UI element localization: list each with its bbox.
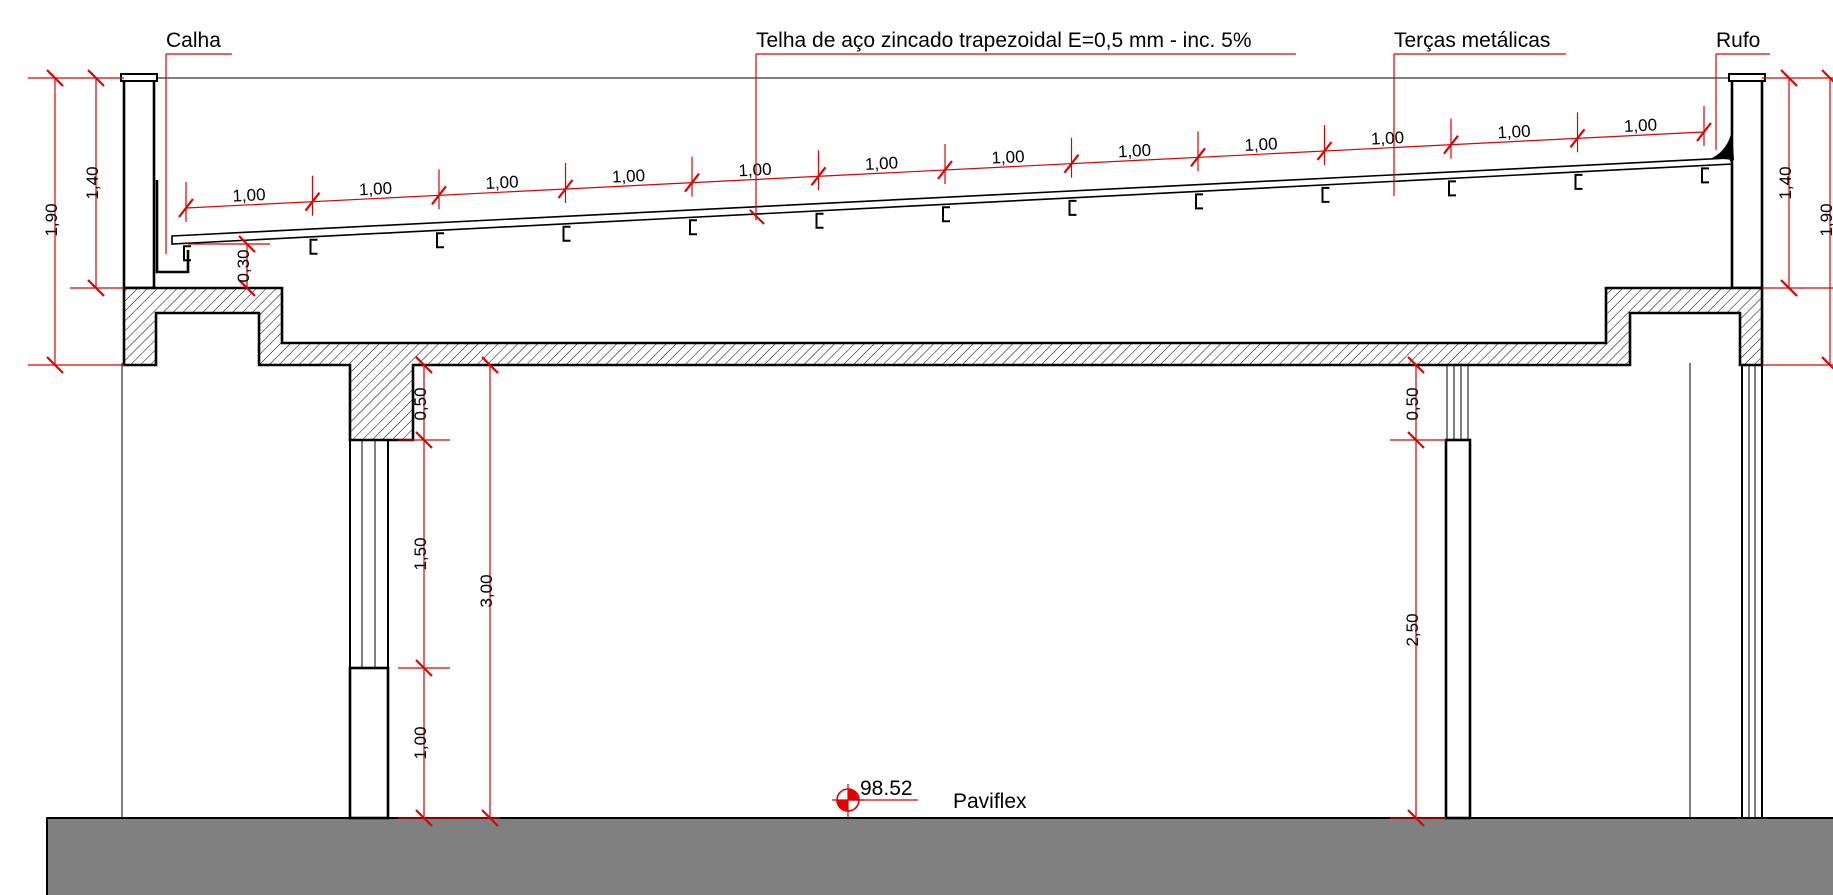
dim-tick: [481, 356, 499, 374]
purlin: [436, 232, 444, 249]
dim-tick: [1407, 356, 1425, 374]
purlin-dim-label: 1,00: [611, 166, 645, 187]
purlins: [183, 167, 1709, 262]
purlin: [942, 206, 950, 223]
ceiling-height-dim-label: 3,00: [477, 574, 496, 607]
right-door-frame: [1444, 438, 1472, 820]
purlin-dim-label: 1,00: [232, 185, 266, 206]
dim-tick: [415, 356, 433, 374]
rufo-flashing: [1712, 130, 1734, 160]
level-marker: 98.52 Paviflex: [832, 777, 1027, 818]
dim-tick: [238, 235, 256, 253]
concrete-slab: [122, 286, 1764, 442]
purlin-dim-label: 1,00: [1497, 122, 1531, 143]
left-window-frame: [349, 439, 389, 669]
left-wall-sill: [348, 666, 390, 820]
purlin: [309, 238, 318, 255]
roof-sheet: [171, 157, 1734, 245]
purlin: [815, 212, 824, 229]
rufo-label: Rufo: [1716, 29, 1760, 52]
gutter-dimension: 0,30: [188, 235, 270, 297]
right-parapet-cap: [1728, 73, 1766, 82]
right-beam-dim-label: 0,50: [1403, 387, 1422, 420]
floor-finish-label: Paviflex: [953, 790, 1027, 813]
purlin: [1321, 186, 1330, 203]
left-dimensions: 1,90 1,40: [28, 69, 124, 374]
right-parapet: [1730, 76, 1764, 290]
purlin: [1574, 173, 1583, 190]
left-total-dim-label: 1,90: [42, 203, 61, 236]
level-value: 98.52: [860, 777, 913, 800]
left-sill-dim-label: 1,00: [411, 726, 430, 759]
purlin: [689, 219, 697, 236]
left-parapet: [122, 76, 156, 290]
calha-label: Calha: [166, 29, 221, 52]
purlin: [183, 245, 191, 262]
purlin-dim-label: 1,00: [1117, 141, 1151, 162]
purlin-dim-label: 1,00: [1623, 115, 1657, 136]
purlin-dim-label: 1,00: [991, 147, 1025, 168]
purlin: [562, 225, 571, 242]
purlin-dim-label: 1,00: [1244, 134, 1278, 155]
right-opening-dimensions: 0,50 2,50: [1390, 356, 1446, 827]
purlin: [1448, 180, 1456, 197]
ground-slab: [46, 817, 1833, 895]
telha-label: Telha de aço zincado trapezoidal E=0,5 m…: [756, 29, 1252, 52]
purlin-dim-label: 1,00: [485, 172, 519, 193]
left-parapet-cap: [120, 73, 158, 82]
tercas-label: Terças metálicas: [1394, 29, 1550, 52]
purlin-dim-label: 1,00: [864, 153, 898, 174]
purlin-dim-label: 1,00: [358, 179, 392, 200]
left-beam-dim-label: 0,50: [411, 387, 430, 420]
purlin-dim-label: 1,00: [1370, 128, 1404, 149]
purlin: [1068, 199, 1077, 216]
left-opening-dimensions: 0,50 1,50 1,00 3,00: [398, 356, 500, 827]
gutter-dim-label: 0,30: [234, 249, 253, 282]
annotations: Calha Telha de aço zincado trapezoidal E…: [165, 29, 1770, 254]
left-parapet-dim-label: 1,40: [83, 166, 102, 199]
purlin-dim-label: 1,00: [738, 160, 772, 181]
right-window-frame: [1741, 364, 1763, 819]
right-parapet-dim-label: 1,40: [1776, 166, 1795, 199]
right-door-dim-label: 2,50: [1403, 613, 1422, 646]
purlin: [1701, 167, 1709, 184]
right-dimensions: 1,40 1,90: [1762, 69, 1833, 370]
purlin-dimension-chain: 1,00 1,00 1,00 1,00 1,00 1,00 1,00 1,00 1,00 1,00…: [178, 106, 1712, 222]
right-total-dim-label: 1,90: [1817, 203, 1833, 236]
telha-leader-tick: [749, 209, 765, 225]
left-window-dim-label: 1,50: [411, 537, 430, 570]
dim-tick: [238, 279, 256, 297]
purlin: [1195, 193, 1203, 210]
